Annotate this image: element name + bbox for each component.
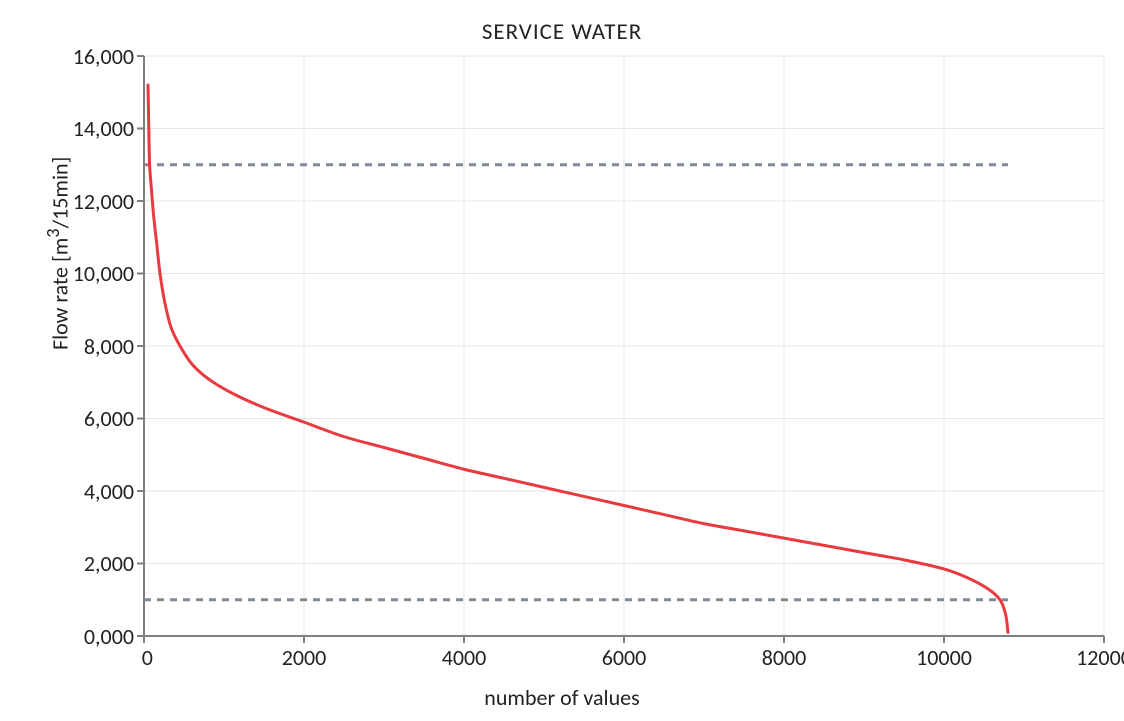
- y-tick-label: 14,000: [73, 115, 134, 142]
- y-tick-label: 16,000: [73, 43, 134, 70]
- chart-container: SERVICE WATER Flow rate [m3/15min] numbe…: [0, 0, 1124, 721]
- x-tick-label: 12000: [1076, 644, 1124, 671]
- x-tick-label: 10000: [916, 644, 972, 671]
- y-axis-label: Flow rate [m3/15min]: [42, 157, 73, 350]
- y-tick-label: 10,000: [73, 260, 134, 287]
- y-tick-label: 12,000: [73, 188, 134, 215]
- y-axis-label-prefix: Flow rate [m: [46, 238, 73, 350]
- y-tick-label: 6,000: [84, 405, 134, 432]
- x-tick-label: 8000: [762, 644, 807, 671]
- y-tick-label: 2,000: [84, 550, 134, 577]
- x-tick-label: 4000: [442, 644, 487, 671]
- y-tick-label: 8,000: [84, 333, 134, 360]
- y-axis-label-suffix: /15min]: [46, 157, 73, 229]
- plot-area: [144, 56, 1104, 636]
- y-tick-label: 4,000: [84, 478, 134, 505]
- x-tick-label: 0: [142, 644, 153, 671]
- chart-title: SERVICE WATER: [0, 18, 1124, 46]
- y-axis-label-sup: 3: [42, 228, 64, 237]
- x-tick-label: 6000: [602, 644, 647, 671]
- x-axis-label: number of values: [0, 684, 1124, 711]
- x-tick-label: 2000: [282, 644, 327, 671]
- y-tick-label: 0,000: [84, 623, 134, 650]
